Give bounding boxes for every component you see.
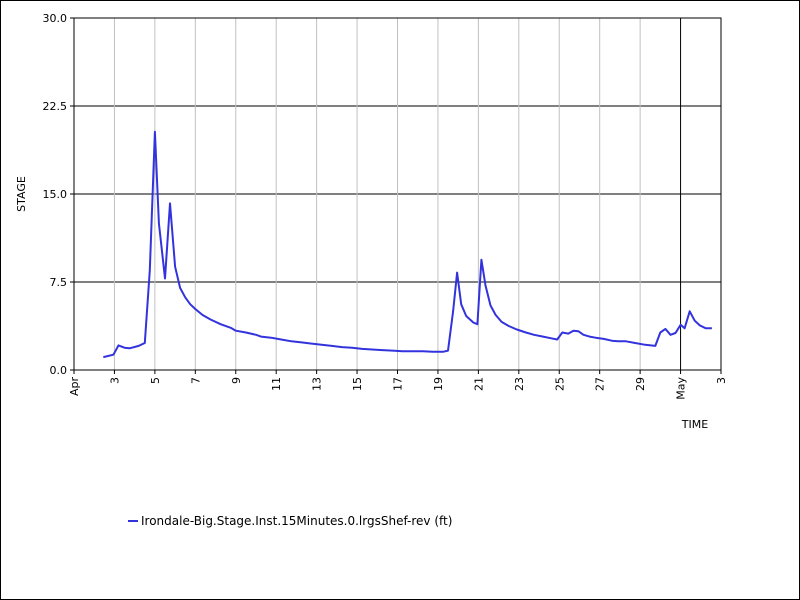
x-tick-label: 11 [270,377,283,391]
y-axis-label: STAGE [15,176,28,212]
series-layer [103,130,712,359]
x-tick-label: 7 [189,377,202,384]
x-tick-label: 15 [351,377,364,391]
series-line [103,130,712,359]
x-tick-label: May [675,377,688,400]
x-tick-label: Apr [68,377,81,397]
y-tick-label: 15.0 [43,188,68,201]
legend-series-label: Irondale-Big.Stage.Inst.15Minutes.0.lrgs… [141,514,453,528]
legend-swatch [128,520,138,522]
x-tick-label: 29 [634,377,647,391]
y-tick-label: 7.5 [50,276,68,289]
x-tick-label: 25 [553,377,566,391]
x-tick-label: 21 [472,377,485,391]
x-axis-label: TIME [681,418,708,431]
y-tick-label: 22.5 [43,100,68,113]
x-tick-label: 9 [230,377,243,384]
x-tick-label: 23 [513,377,526,391]
x-tick-label: 19 [432,377,445,391]
x-tick-label: 5 [149,377,162,384]
y-tick-label: 30.0 [43,12,68,25]
x-tick-label: 17 [392,377,405,391]
axes: 0.0 7.5 15.0 22.5 30.0 Apr 3 5 7 9 11 13 15 17 19 21 23 2… [43,12,729,400]
x-tick-label: 3 [108,377,121,384]
x-tick-label: 3 [715,377,728,384]
grid [74,18,721,370]
x-tick-label: 27 [594,377,607,391]
y-tick-label: 0.0 [50,364,68,377]
x-tick-label: 13 [311,377,324,391]
legend: Irondale-Big.Stage.Inst.15Minutes.0.lrgs… [128,514,452,528]
